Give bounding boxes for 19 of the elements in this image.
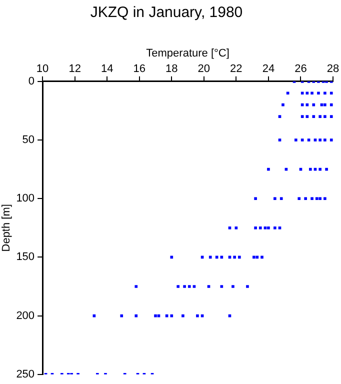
x-tick-label: 22 [230, 62, 242, 75]
x-tick-label: 14 [100, 62, 114, 75]
x-tick-label: 10 [36, 62, 49, 75]
y-tick-label: 150 [16, 251, 35, 264]
x-tick-label: 20 [198, 62, 210, 75]
x-axis-title: Temperature [°C] [146, 48, 230, 60]
x-tick-label: 26 [294, 62, 307, 75]
x-tick-label: 18 [166, 62, 178, 75]
x-tick-label: 12 [68, 62, 81, 75]
y-tick-label: 200 [16, 310, 35, 322]
y-tick-label: 250 [16, 368, 35, 380]
y-tick-label: 100 [16, 192, 35, 205]
y-tick-label: 0 [28, 75, 35, 88]
y-axis-title: Depth [m] [0, 204, 13, 252]
chart-title: JKZQ in January, 1980 [90, 4, 243, 22]
y-tick-label: 50 [22, 134, 35, 146]
x-tick-label: 16 [133, 62, 146, 75]
x-tick-label: 28 [326, 62, 340, 75]
x-tick-label: 24 [262, 62, 275, 75]
